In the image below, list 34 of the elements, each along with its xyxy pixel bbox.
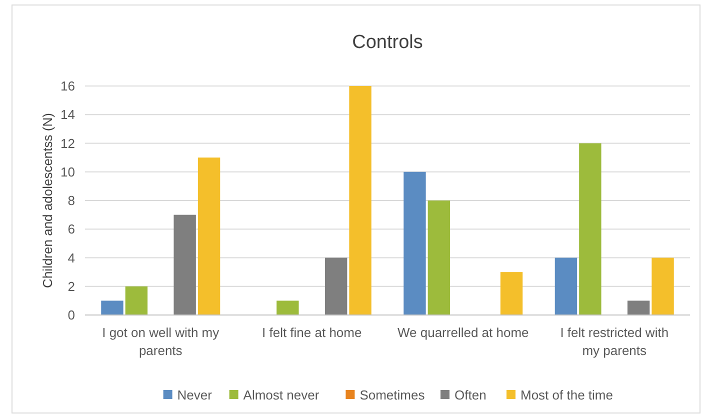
bar — [125, 286, 148, 315]
y-axis-title: Children and adolescentss (N) — [40, 113, 55, 288]
legend-label: Most of the time — [520, 388, 613, 403]
legend-label: Almost never — [243, 388, 320, 403]
legend-label: Never — [177, 388, 213, 403]
y-tick-label: 12 — [60, 136, 75, 151]
y-tick-label: 4 — [68, 250, 75, 266]
x-tick-label: I felt restricted with my parents — [560, 325, 669, 358]
y-tick-label: 2 — [68, 278, 75, 294]
chart-title: Controls — [352, 32, 423, 53]
y-tick-label: 10 — [60, 164, 75, 180]
bar — [198, 158, 220, 315]
x-tick-label: I felt fine at home — [262, 325, 362, 340]
x-tick-label: I got on well with my parents — [102, 325, 220, 358]
legend-label: Often — [454, 388, 486, 403]
y-tick-label: 16 — [60, 78, 75, 94]
bar — [652, 258, 674, 315]
y-tick-label: 8 — [68, 193, 75, 208]
bar — [101, 300, 124, 315]
bar — [404, 172, 426, 315]
bar — [174, 214, 196, 315]
bar — [428, 200, 450, 315]
bar — [324, 258, 348, 315]
bar — [627, 300, 650, 315]
y-tick-label: 14 — [60, 107, 75, 122]
bar — [349, 86, 372, 315]
x-tick-label: We quarrelled at home — [397, 325, 529, 340]
bar — [500, 272, 523, 315]
legend-label: Sometimes — [360, 388, 426, 403]
bar — [579, 143, 602, 315]
y-tick-label: 6 — [68, 222, 75, 237]
bar — [276, 300, 299, 315]
y-tick-label: 0 — [68, 308, 75, 323]
bar — [554, 258, 578, 315]
